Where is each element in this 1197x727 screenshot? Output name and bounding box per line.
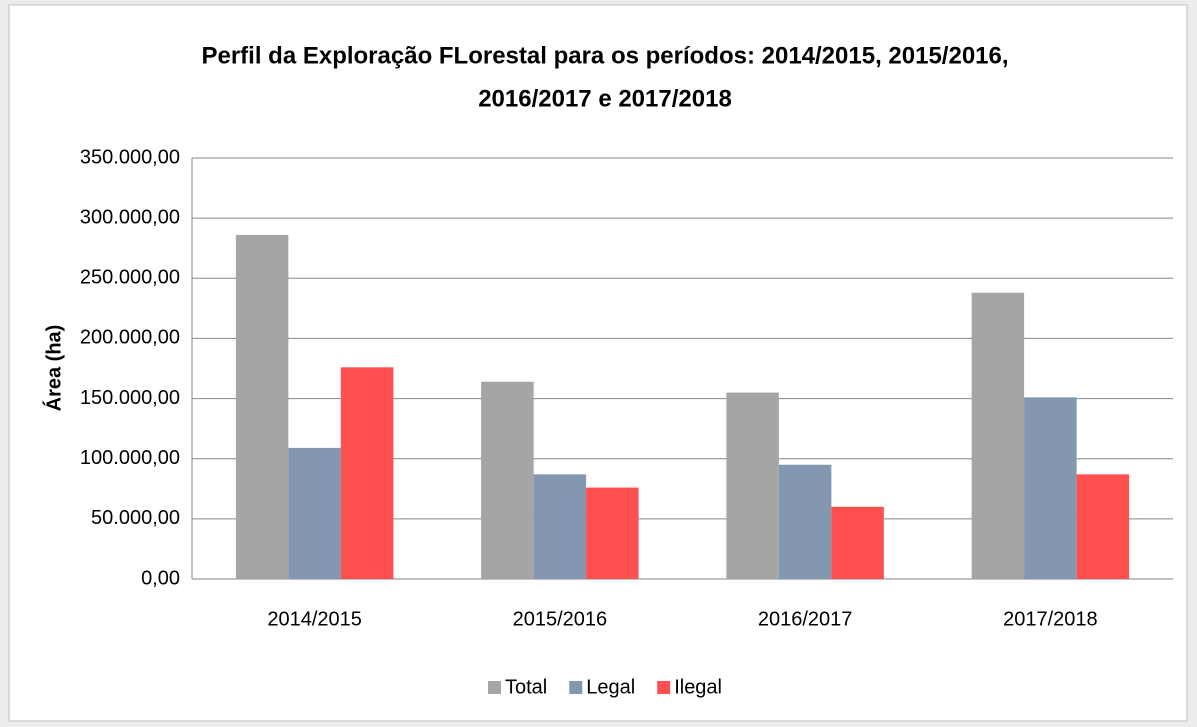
legend-label: Ilegal <box>674 676 722 698</box>
y-axis-label: Área (ha) <box>42 325 65 412</box>
bar <box>778 464 832 579</box>
chart-title: Perfil da Exploração FLorestal para os p… <box>201 42 1008 69</box>
bar <box>288 447 341 579</box>
y-tick-label: 350.000,00 <box>80 146 180 168</box>
bar <box>1024 397 1077 579</box>
y-tick-label: 100.000,00 <box>80 447 180 469</box>
y-tick-label: 150.000,00 <box>80 387 180 409</box>
x-tick-label: 2014/2015 <box>267 608 362 630</box>
legend-label: Total <box>505 676 547 698</box>
legend-swatch <box>657 681 671 694</box>
bar <box>586 487 639 579</box>
y-tick-label: 0,00 <box>141 567 180 589</box>
bar <box>971 292 1025 579</box>
bar <box>726 392 779 579</box>
legend-label: Legal <box>586 676 635 698</box>
bar <box>533 474 587 579</box>
legend-swatch <box>569 681 583 694</box>
x-tick-label: 2016/2017 <box>758 608 853 630</box>
y-tick-label: 250.000,00 <box>80 267 180 289</box>
bar <box>831 506 884 579</box>
x-tick-label: 2015/2016 <box>513 608 608 630</box>
legend-swatch <box>488 681 501 694</box>
bar <box>481 381 534 579</box>
y-tick-label: 200.000,00 <box>80 327 180 349</box>
y-tick-label: 300.000,00 <box>80 206 180 228</box>
x-tick-label: 2017/2018 <box>1003 608 1098 630</box>
bar <box>235 234 289 580</box>
bar <box>340 367 394 579</box>
y-tick-label: 50.000,00 <box>91 507 180 529</box>
bar <box>1076 474 1130 579</box>
chart-title: 2016/2017 e 2017/2018 <box>478 85 732 112</box>
